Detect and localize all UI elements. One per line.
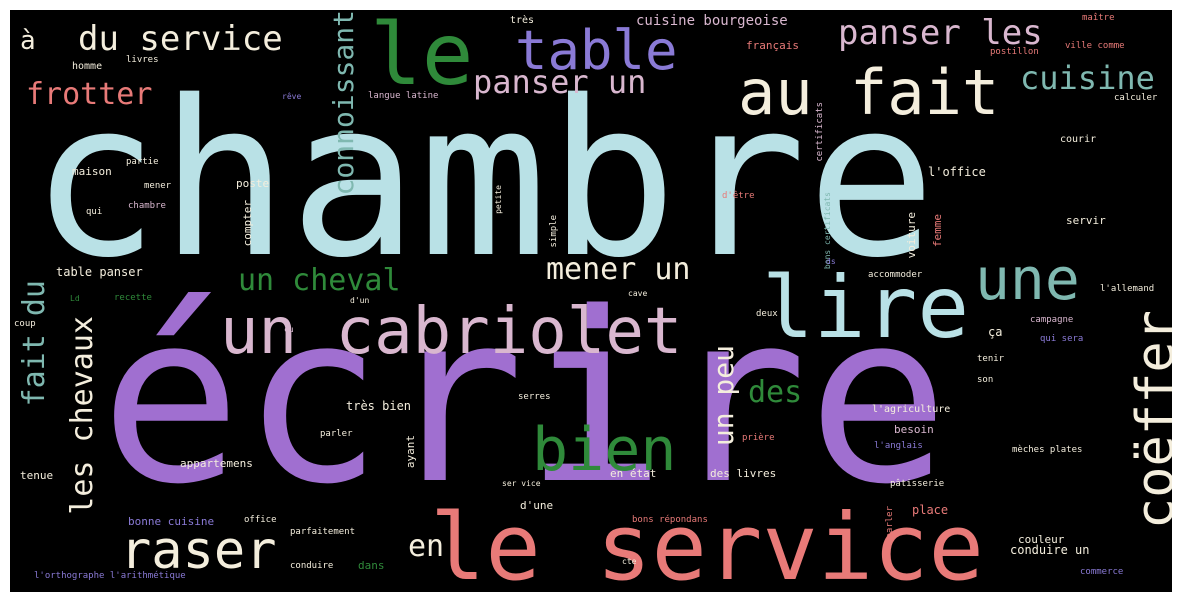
cloud-word: panser les — [838, 13, 1043, 53]
cloud-word: ser vice — [502, 479, 541, 488]
cloud-word: rêve — [282, 92, 302, 101]
cloud-word: place — [912, 503, 949, 517]
cloud-word: poste — [236, 177, 270, 190]
cloud-word: lire — [762, 258, 970, 358]
cloud-word: maître — [1082, 13, 1115, 23]
cloud-word: certificats — [815, 102, 825, 162]
cloud-word: chambre — [128, 201, 166, 211]
cloud-word: bons répondans — [632, 515, 708, 525]
cloud-word: l'agriculture — [872, 404, 951, 415]
cloud-word: français — [746, 39, 799, 52]
cloud-word: livres — [126, 55, 159, 65]
cloud-word: fait du — [17, 280, 52, 407]
cloud-word: tenue — [20, 469, 54, 482]
cloud-word: d'être — [722, 191, 755, 201]
cloud-word: dans — [358, 559, 385, 572]
cloud-word: l'office — [928, 165, 986, 179]
cloud-word: table panser — [56, 265, 143, 279]
cloud-word: partie — [126, 157, 159, 167]
cloud-word: accommoder — [868, 270, 923, 280]
cloud-word: d'un — [350, 296, 370, 305]
cloud-word: panser un — [473, 63, 647, 101]
cloud-word: ayant — [404, 435, 417, 469]
cloud-word: des livres — [710, 467, 777, 480]
cloud-word: commerce — [1080, 567, 1124, 577]
cloud-word: une — [975, 245, 1080, 313]
cloud-word: très bien — [346, 399, 412, 413]
cloud-word: parler — [320, 429, 353, 439]
cloud-word: bien — [532, 415, 677, 485]
cloud-word: serres — [518, 392, 551, 402]
cloud-word: bonne cuisine — [128, 515, 215, 528]
cloud-word: langue latine — [368, 91, 439, 101]
cloud-word: qui sera — [1040, 334, 1084, 344]
cloud-word: appartemens — [180, 457, 253, 470]
cloud-word: prière — [742, 433, 775, 443]
cloud-word: cte — [622, 557, 637, 566]
cloud-word: en — [408, 529, 445, 564]
cloud-word: le — [370, 10, 474, 105]
cloud-word: ville comme — [1065, 41, 1125, 51]
cloud-word: chambre — [30, 54, 937, 305]
cloud-word: campagne — [1030, 315, 1074, 325]
cloud-word: recette — [114, 293, 152, 303]
cloud-word: table — [515, 19, 678, 82]
cloud-word: raser — [120, 521, 277, 581]
cloud-word: un peu — [707, 345, 740, 447]
cloud-word: des — [748, 375, 803, 410]
cloud-word: conduire — [290, 561, 334, 571]
cloud-word: compter — [241, 200, 254, 247]
cloud-word: mener un — [546, 252, 691, 287]
cloud-word: femme — [931, 214, 944, 248]
cloud-word: écrire — [100, 263, 949, 536]
cloud-word: au fait — [738, 56, 1000, 129]
cloud-word: à — [20, 26, 36, 56]
cloud-word: courir — [1060, 134, 1097, 145]
cloud-word: couleur — [1018, 533, 1065, 546]
cloud-word: besoin — [894, 423, 934, 436]
cloud-word: cave — [628, 289, 648, 298]
cloud-word: mèches plates — [1012, 445, 1083, 455]
cloud-word: coëffer — [1126, 310, 1172, 530]
cloud-word: cuisine — [1020, 59, 1155, 97]
cloud-word: très — [510, 15, 535, 26]
cloud-word: calculer — [1114, 93, 1158, 103]
cloud-word: son — [977, 375, 994, 385]
cloud-word: l'allemand — [1100, 284, 1155, 294]
cloud-word: en état — [610, 467, 657, 480]
cloud-word: maison — [72, 165, 112, 178]
cloud-word: l'orthographe l'arithmétique — [34, 571, 186, 581]
cloud-word: mener — [144, 181, 172, 191]
word-cloud: chambre écrire le service lire un cabriolet a… — [10, 10, 1172, 592]
cloud-word: conduire un — [1010, 543, 1090, 557]
cloud-word: cuisine bourgeoise — [636, 13, 788, 29]
cloud-word: connoissant — [327, 10, 360, 196]
cloud-word: coup — [14, 319, 36, 329]
cloud-word: du service — [78, 19, 283, 59]
cloud-word: l'anglais — [874, 441, 923, 451]
cloud-word: d'une — [520, 499, 554, 512]
cloud-word: voiture — [905, 212, 918, 259]
cloud-word: cu — [284, 325, 294, 334]
cloud-word: parler — [885, 506, 895, 539]
cloud-word: ça — [988, 325, 1003, 339]
cloud-word: les chevaux — [65, 316, 100, 515]
cloud-word: parfaitement — [290, 527, 356, 537]
cloud-word: postillon — [990, 47, 1039, 57]
cloud-word: deux — [756, 309, 778, 319]
cloud-word: tenir — [977, 354, 1005, 364]
cloud-word: un cabriolet — [220, 295, 683, 369]
cloud-word: simple — [549, 215, 559, 248]
cloud-word: un cheval — [238, 263, 401, 298]
cloud-word: servir — [1066, 214, 1106, 227]
cloud-word: le service — [430, 494, 984, 593]
cloud-word: Ld — [70, 294, 80, 303]
cloud-word: petite — [494, 185, 503, 214]
cloud-word: pâtisserie — [890, 479, 945, 489]
cloud-word: homme — [72, 61, 103, 72]
cloud-word: frotter — [26, 77, 153, 112]
cloud-word: office — [244, 515, 277, 525]
cloud-word: qui — [86, 207, 103, 217]
cloud-word: ds — [826, 257, 836, 266]
